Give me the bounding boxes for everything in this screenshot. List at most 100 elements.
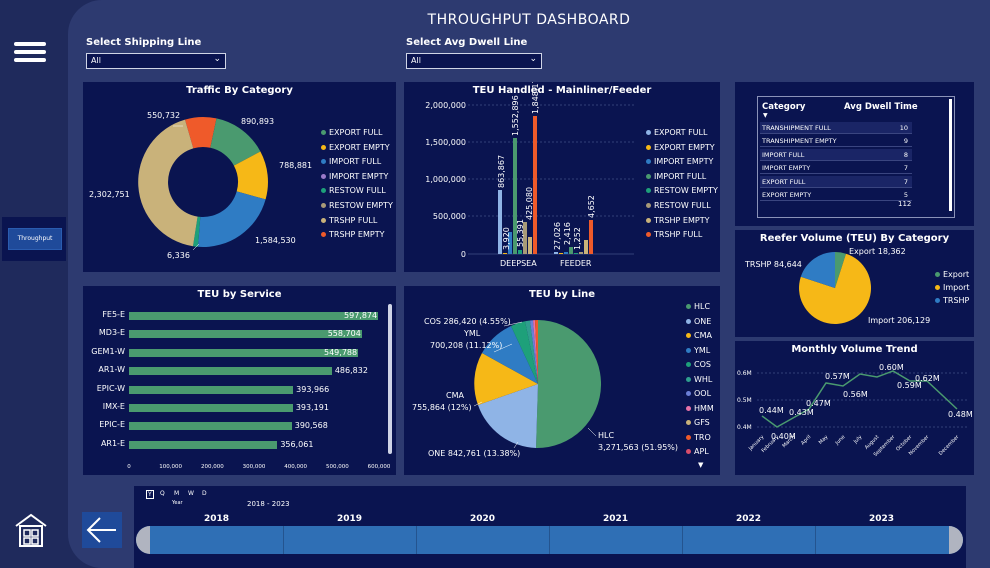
granularity-option[interactable]: D bbox=[202, 490, 207, 497]
traffic-legend-item[interactable]: RESTOW FULL bbox=[321, 186, 386, 195]
table-row[interactable]: IMPORT FULL 8 bbox=[760, 148, 912, 161]
service-bar[interactable] bbox=[129, 312, 379, 320]
teu-legend-item[interactable]: RESTOW EMPTY bbox=[646, 186, 718, 195]
nav-button-throughput[interactable]: Throughput bbox=[2, 217, 66, 261]
legend-label: CMA bbox=[694, 331, 712, 340]
teu-legend-item[interactable]: EXPORT EMPTY bbox=[646, 143, 715, 152]
timeline-range: 2018 - 2023 bbox=[247, 500, 290, 508]
x-tick: 200,000 bbox=[200, 464, 224, 470]
timeline-year[interactable]: 2023 bbox=[868, 514, 895, 524]
granularity-option[interactable]: W bbox=[188, 490, 194, 497]
home-icon[interactable] bbox=[14, 512, 48, 548]
service-name: AR1-W bbox=[98, 365, 125, 375]
line-label: 755,864 (12%) bbox=[412, 403, 472, 412]
service-bar[interactable] bbox=[129, 330, 362, 339]
avg-dwell-dropdown[interactable]: All ⌄ bbox=[406, 53, 542, 69]
line-legend-item[interactable]: GFS bbox=[686, 418, 710, 427]
table-row[interactable]: EXPORT EMPTY 5 bbox=[760, 189, 912, 201]
traffic-legend-item[interactable]: EXPORT EMPTY bbox=[321, 143, 390, 152]
scrollbar[interactable] bbox=[388, 304, 392, 454]
traffic-legend-item[interactable]: IMPORT FULL bbox=[321, 157, 381, 166]
table-row[interactable]: EXPORT FULL 7 bbox=[760, 175, 912, 188]
teu-legend-item[interactable]: IMPORT EMPTY bbox=[646, 157, 713, 166]
service-bar[interactable] bbox=[129, 440, 278, 449]
line-legend-item[interactable]: APL bbox=[686, 447, 709, 456]
avg-dwell-label: Select Avg Dwell Line bbox=[406, 37, 528, 48]
teu-handled-chart: 2,000,000 1,500,000 1,000,000 500,000 0 bbox=[425, 82, 634, 268]
legend-label: WHL bbox=[694, 374, 713, 384]
timeline-handle-right[interactable] bbox=[949, 526, 963, 554]
teu-legend-item[interactable]: IMPORT FULL bbox=[646, 172, 706, 181]
service-bar[interactable] bbox=[129, 385, 294, 394]
granularity-option[interactable]: Y bbox=[146, 490, 154, 499]
timeline-year[interactable]: 2018 bbox=[203, 514, 230, 524]
line-legend-item[interactable]: CMA bbox=[686, 331, 712, 340]
table-row[interactable]: IMPORT EMPTY 7 bbox=[760, 162, 912, 175]
table-row[interactable]: TRANSHIPMENT FULL 10 bbox=[760, 122, 912, 134]
nav-button-throughput-inner[interactable]: Throughput bbox=[8, 228, 62, 250]
bar-feeder bbox=[569, 247, 573, 254]
timeline-track[interactable] bbox=[136, 526, 963, 554]
table-total: 112 bbox=[898, 200, 912, 208]
timeline-handle-left[interactable] bbox=[136, 526, 150, 554]
traffic-legend-item[interactable]: EXPORT FULL bbox=[321, 128, 382, 137]
teu-legend-item[interactable]: RESTOW FULL bbox=[646, 201, 711, 210]
granularity-option[interactable]: Q bbox=[160, 490, 165, 497]
table-header-category[interactable]: Category bbox=[762, 102, 806, 112]
pie-slice-hmm bbox=[533, 320, 538, 384]
service-name: EPIC-E bbox=[99, 420, 125, 430]
service-bar[interactable] bbox=[129, 348, 359, 357]
table-row[interactable]: TRANSHIPMENT EMPTY 9 bbox=[760, 135, 912, 148]
line-legend-item[interactable]: HLC bbox=[686, 302, 710, 311]
point-label: 0.56M bbox=[843, 390, 868, 399]
timeline-year[interactable]: 2022 bbox=[735, 514, 762, 524]
shipping-line-dropdown[interactable]: All ⌄ bbox=[86, 53, 226, 69]
traffic-legend-item[interactable]: TRSHP FULL bbox=[321, 216, 377, 225]
service-bar[interactable] bbox=[129, 367, 332, 376]
table-header-dwell[interactable]: Avg Dwell Time bbox=[844, 102, 918, 112]
legend-label: RESTOW EMPTY bbox=[329, 201, 393, 210]
legend-dot-icon bbox=[935, 298, 940, 303]
pie-slice-one bbox=[478, 384, 538, 448]
scrollbar[interactable] bbox=[949, 99, 952, 211]
sort-icon: ▼ bbox=[763, 112, 768, 119]
timeline-year[interactable]: 2020 bbox=[469, 514, 496, 524]
timeline-year[interactable]: 2021 bbox=[602, 514, 629, 524]
bar-feeder bbox=[584, 240, 588, 254]
traffic-legend-item[interactable]: IMPORT EMPTY bbox=[321, 172, 388, 181]
line-legend-item[interactable]: ONE bbox=[686, 317, 711, 326]
reefer-legend-item[interactable]: TRSHP bbox=[935, 296, 969, 305]
donut-label: 1,584,530 bbox=[255, 236, 296, 245]
bar-feeder bbox=[574, 253, 578, 254]
line-legend-item[interactable]: COS bbox=[686, 360, 711, 369]
traffic-donut-chart: 550,732 890,893 788,881 1,584,530 6,336 … bbox=[89, 111, 312, 260]
cell-category: IMPORT EMPTY bbox=[762, 164, 811, 173]
teu-legend-item[interactable]: TRSHP EMPTY bbox=[646, 216, 709, 225]
legend-label: Export bbox=[943, 270, 970, 279]
hamburger-icon[interactable] bbox=[14, 40, 46, 64]
teu-legend-item[interactable]: TRSHP FULL bbox=[646, 230, 702, 239]
legend-scroll-down-icon[interactable]: ▼ bbox=[698, 461, 704, 469]
legend-dot-icon bbox=[686, 318, 691, 324]
granularity-option[interactable]: M bbox=[174, 490, 180, 497]
reefer-legend-item[interactable]: Export bbox=[935, 270, 969, 279]
bar-deepsea-export-empty bbox=[503, 253, 507, 254]
traffic-legend-item[interactable]: TRSHP EMPTY bbox=[321, 230, 384, 239]
line-legend-item[interactable]: OOL bbox=[686, 389, 711, 398]
traffic-legend-item[interactable]: RESTOW EMPTY bbox=[321, 201, 393, 210]
x-category: DEEPSEA bbox=[500, 259, 537, 268]
teu-legend-item[interactable]: EXPORT FULL bbox=[646, 128, 707, 137]
reefer-legend-item[interactable]: Import bbox=[935, 283, 970, 292]
line-legend-item[interactable]: WHL bbox=[686, 375, 712, 384]
reefer-label: Import 206,129 bbox=[868, 316, 930, 325]
back-arrow-button[interactable] bbox=[82, 512, 122, 548]
timeline-year[interactable]: 2019 bbox=[336, 514, 363, 524]
service-bar[interactable] bbox=[129, 422, 292, 431]
month-tick: June bbox=[834, 434, 847, 447]
line-legend-item[interactable]: TRO bbox=[686, 433, 711, 442]
teu-by-line-pie-chart: COS 286,420 (4.55%) YML 700,208 (11.12%)… bbox=[412, 317, 678, 458]
line-legend-item[interactable]: YML bbox=[686, 346, 710, 355]
service-bar[interactable] bbox=[129, 404, 293, 412]
line-legend-item[interactable]: HMM bbox=[686, 404, 714, 413]
